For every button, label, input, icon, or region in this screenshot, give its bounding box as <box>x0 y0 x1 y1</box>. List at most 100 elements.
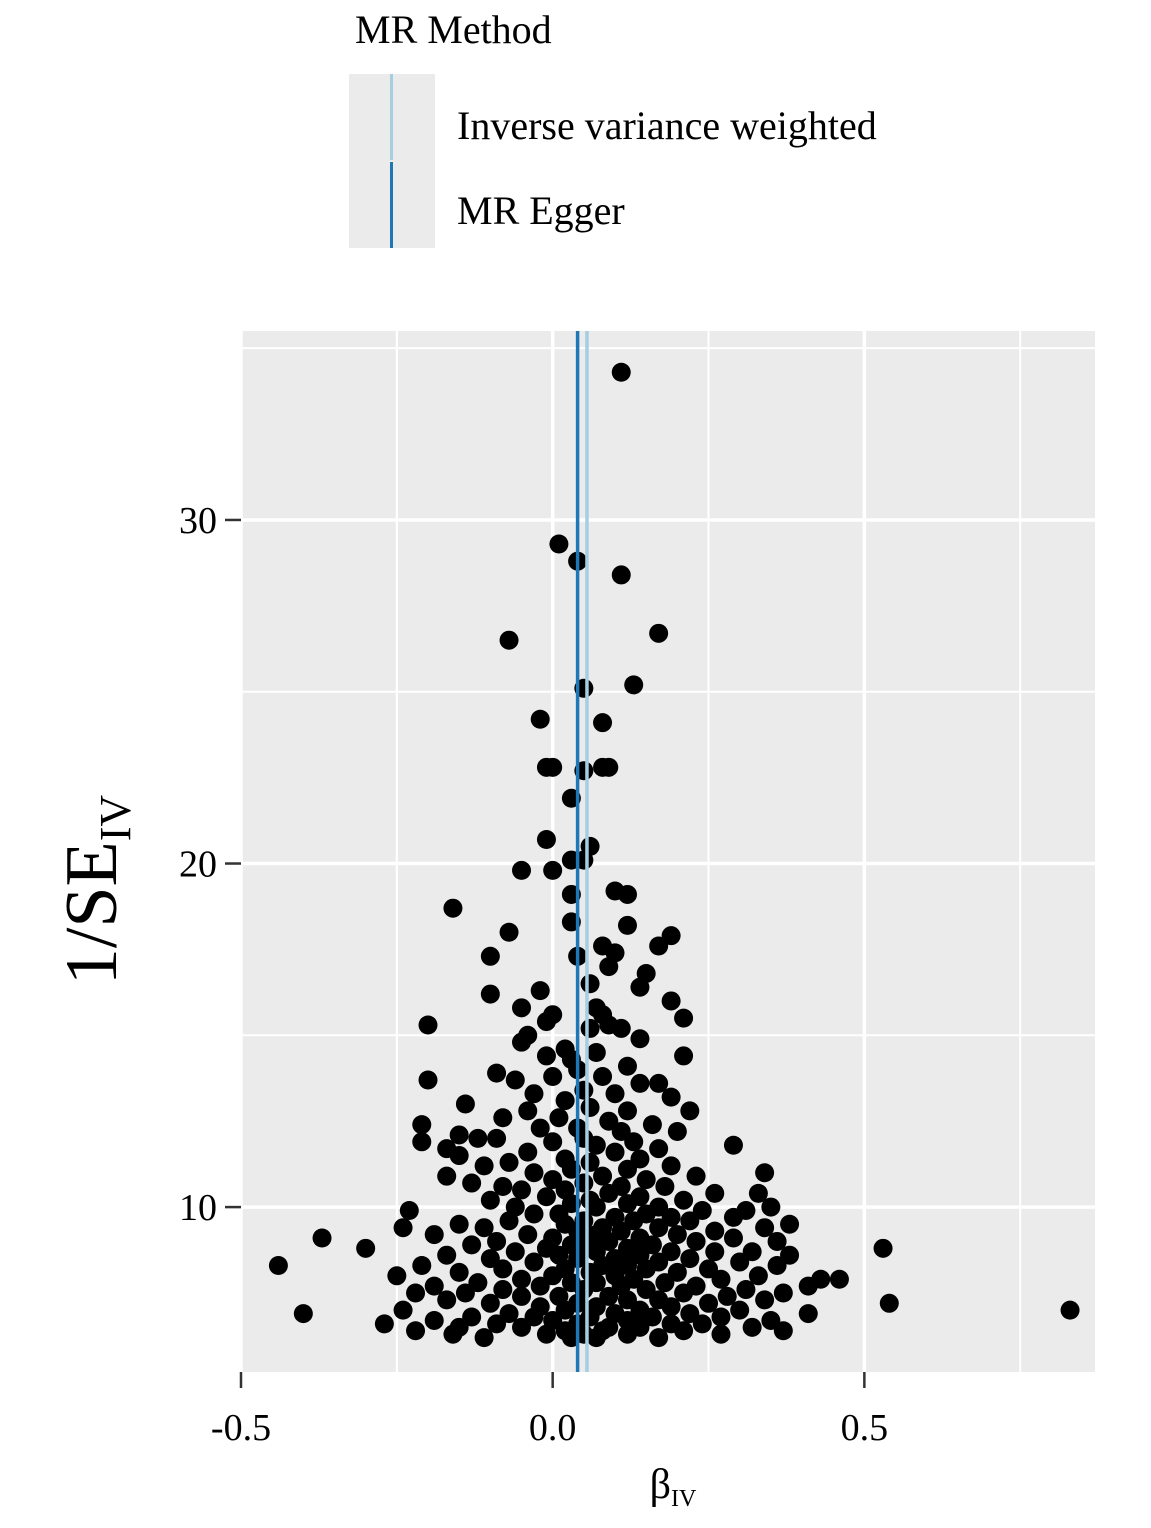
data-point <box>692 1201 712 1221</box>
data-point <box>543 1266 563 1286</box>
data-point <box>536 1187 556 1207</box>
data-point <box>686 1231 706 1251</box>
data-point <box>680 1211 700 1231</box>
data-point <box>512 1269 532 1289</box>
data-point <box>723 1135 743 1155</box>
data-point <box>424 1225 444 1245</box>
data-point <box>636 1259 656 1279</box>
data-point <box>555 1091 575 1111</box>
data-point <box>543 757 563 777</box>
data-point <box>543 1170 563 1190</box>
data-point <box>773 1321 793 1341</box>
data-point <box>717 1286 737 1306</box>
data-point <box>512 998 532 1018</box>
data-point <box>543 860 563 880</box>
data-point <box>455 1094 475 1114</box>
data-point <box>505 1242 525 1262</box>
legend-label-egger: MR Egger <box>457 188 625 233</box>
data-point <box>524 1084 544 1104</box>
data-point <box>667 1262 687 1282</box>
data-point <box>555 1300 575 1320</box>
data-point <box>599 1231 619 1251</box>
data-point <box>611 565 631 585</box>
data-point <box>487 1314 507 1334</box>
data-point <box>536 1012 556 1032</box>
data-point <box>624 675 644 695</box>
data-point <box>524 1163 544 1183</box>
data-point <box>617 1290 637 1310</box>
data-point <box>711 1307 731 1327</box>
data-point <box>530 981 550 1001</box>
data-point <box>686 1166 706 1186</box>
data-point <box>512 860 532 880</box>
data-point <box>512 1180 532 1200</box>
data-point <box>798 1304 818 1324</box>
data-point <box>674 1046 694 1066</box>
data-point <box>761 1310 781 1330</box>
data-point <box>474 1218 494 1238</box>
data-point <box>773 1283 793 1303</box>
data-point <box>674 1321 694 1341</box>
data-point <box>499 1304 519 1324</box>
data-point <box>599 757 619 777</box>
data-point <box>780 1214 800 1234</box>
data-point <box>755 1163 775 1183</box>
data-point <box>661 1242 681 1262</box>
data-point <box>599 957 619 977</box>
data-point <box>593 713 613 733</box>
data-point <box>636 1170 656 1190</box>
data-point <box>611 362 631 382</box>
data-point <box>468 1128 488 1148</box>
data-point <box>524 1307 544 1327</box>
data-point <box>524 1204 544 1224</box>
data-point <box>474 1156 494 1176</box>
data-point <box>661 926 681 946</box>
data-point <box>611 1018 631 1038</box>
data-point <box>474 1328 494 1348</box>
data-point <box>293 1304 313 1324</box>
data-point <box>586 1328 606 1348</box>
data-point <box>536 1046 556 1066</box>
data-point <box>617 1324 637 1344</box>
data-point <box>699 1259 719 1279</box>
data-point <box>493 1259 513 1279</box>
data-point <box>730 1252 750 1272</box>
data-point <box>780 1245 800 1265</box>
data-point <box>412 1132 432 1152</box>
data-point <box>437 1290 457 1310</box>
data-point <box>661 1156 681 1176</box>
legend-egger-line-icon <box>390 162 393 248</box>
data-point <box>674 1283 694 1303</box>
data-point <box>605 1142 625 1162</box>
data-point <box>480 984 500 1004</box>
data-point <box>742 1317 762 1337</box>
data-point <box>480 946 500 966</box>
data-point <box>374 1314 394 1334</box>
data-point <box>630 1029 650 1049</box>
data-point <box>536 829 556 849</box>
data-point <box>418 1070 438 1090</box>
data-point <box>543 1132 563 1152</box>
y-axis-title: 1/SEIV <box>51 795 140 986</box>
data-point <box>412 1115 432 1135</box>
data-point <box>524 1252 544 1272</box>
data-point <box>393 1300 413 1320</box>
data-point <box>630 1073 650 1093</box>
data-point <box>543 1067 563 1087</box>
data-point <box>424 1276 444 1296</box>
data-point <box>518 1101 538 1121</box>
data-point <box>680 1304 700 1324</box>
data-point <box>580 1097 600 1117</box>
data-point <box>530 1118 550 1138</box>
data-point <box>761 1197 781 1217</box>
data-point <box>512 1286 532 1306</box>
data-point <box>748 1266 768 1286</box>
data-point <box>730 1300 750 1320</box>
data-point <box>755 1290 775 1310</box>
data-point <box>649 1328 669 1348</box>
data-point <box>617 1159 637 1179</box>
legend-title: MR Method <box>355 7 552 52</box>
data-point <box>617 1056 637 1076</box>
data-point <box>661 991 681 1011</box>
